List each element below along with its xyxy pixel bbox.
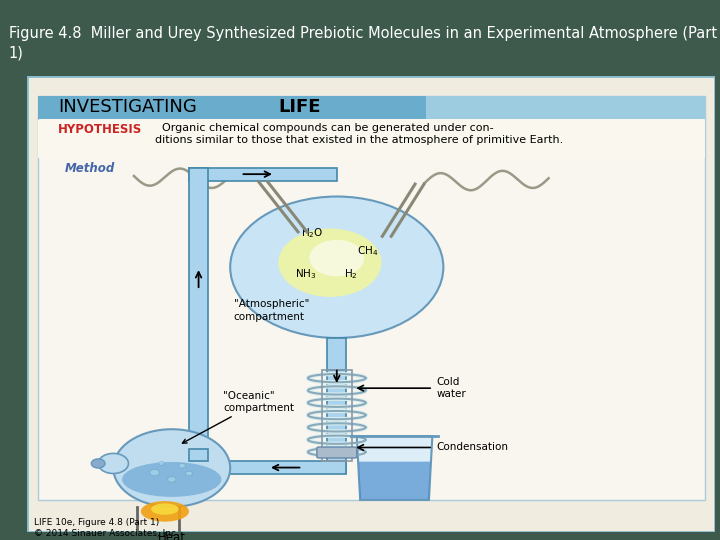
- Circle shape: [230, 197, 444, 338]
- Polygon shape: [359, 462, 431, 499]
- FancyBboxPatch shape: [189, 461, 346, 474]
- Text: Figure 4.8  Miller and Urey Synthesized Prebiotic Molecules in an Experimental A: Figure 4.8 Miller and Urey Synthesized P…: [9, 25, 717, 60]
- Text: HYPOTHESIS: HYPOTHESIS: [58, 123, 143, 136]
- Text: H$_2$O: H$_2$O: [302, 226, 324, 240]
- Text: CH$_4$: CH$_4$: [357, 245, 379, 258]
- Circle shape: [113, 429, 230, 507]
- Ellipse shape: [122, 462, 222, 497]
- Text: LIFE: LIFE: [279, 98, 321, 116]
- Text: INVESTIGATING: INVESTIGATING: [58, 98, 197, 116]
- Text: Condensation: Condensation: [436, 442, 508, 453]
- Circle shape: [168, 477, 176, 482]
- Text: Organic chemical compounds can be generated under con-
ditions similar to those : Organic chemical compounds can be genera…: [155, 123, 563, 145]
- FancyBboxPatch shape: [37, 96, 705, 119]
- Circle shape: [158, 462, 164, 465]
- FancyBboxPatch shape: [37, 96, 705, 500]
- Circle shape: [310, 240, 364, 276]
- Circle shape: [91, 459, 105, 468]
- Text: "Oceanic"
compartment: "Oceanic" compartment: [182, 391, 294, 443]
- FancyBboxPatch shape: [189, 449, 208, 461]
- FancyBboxPatch shape: [189, 168, 208, 461]
- Circle shape: [186, 471, 192, 476]
- Text: LIFE 10e, Figure 4.8 (Part 1)
© 2014 Sinauer Associates, Inc.: LIFE 10e, Figure 4.8 (Part 1) © 2014 Sin…: [35, 518, 179, 538]
- FancyBboxPatch shape: [189, 168, 337, 180]
- Text: H$_2$: H$_2$: [343, 267, 357, 281]
- Ellipse shape: [141, 501, 189, 522]
- Text: Method: Method: [66, 163, 115, 176]
- Polygon shape: [356, 436, 432, 500]
- FancyBboxPatch shape: [327, 338, 346, 370]
- FancyBboxPatch shape: [37, 120, 705, 158]
- FancyBboxPatch shape: [426, 96, 705, 119]
- Circle shape: [179, 463, 186, 468]
- Text: Cold
water: Cold water: [436, 377, 467, 399]
- Circle shape: [150, 469, 159, 476]
- FancyBboxPatch shape: [27, 76, 715, 532]
- Circle shape: [98, 454, 128, 474]
- Ellipse shape: [151, 503, 179, 515]
- Text: "Atmospheric"
compartment: "Atmospheric" compartment: [234, 299, 309, 322]
- FancyBboxPatch shape: [327, 370, 346, 472]
- Text: NH$_3$: NH$_3$: [295, 267, 317, 281]
- FancyBboxPatch shape: [317, 447, 356, 458]
- Text: Heat: Heat: [158, 530, 186, 540]
- Circle shape: [279, 228, 382, 297]
